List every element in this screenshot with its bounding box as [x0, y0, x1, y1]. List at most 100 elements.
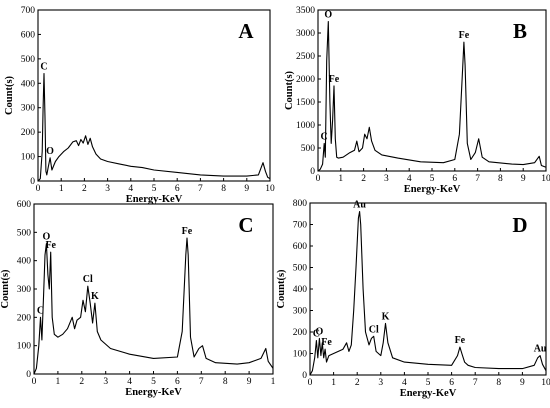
y-tick-label: 0 — [30, 177, 35, 187]
x-tick-label: 10 — [541, 378, 550, 388]
y-tick-label: 500 — [17, 228, 32, 238]
peak-label: Fe — [182, 226, 193, 237]
x-tick-label: 1 — [338, 174, 343, 184]
spectrum-line — [37, 72, 271, 182]
x-tick-label: 1 — [331, 378, 336, 388]
x-tick-label: 6 — [175, 184, 180, 194]
x-tick-label: 7 — [199, 377, 204, 387]
peak-label: O — [46, 146, 54, 157]
y-tick-label: 300 — [17, 285, 32, 295]
x-tick-label: 9 — [247, 377, 252, 387]
x-tick-label: 4 — [127, 377, 132, 387]
x-tick-label: 6 — [449, 378, 454, 388]
panel-letter: C — [238, 213, 253, 237]
y-tick-label: 300 — [21, 104, 36, 114]
y-tick-label: 300 — [293, 307, 308, 317]
x-tick-label: 5 — [430, 174, 435, 184]
peak-label: C — [321, 131, 328, 142]
x-tick-label: 2 — [355, 378, 360, 388]
x-tick-label: 10 — [541, 174, 550, 184]
x-tick-label: 0 — [316, 174, 321, 184]
y-tick-label: 400 — [293, 285, 308, 295]
panel-letter: D — [512, 213, 527, 237]
peak-label: Fe — [329, 74, 340, 85]
x-tick-label: 6 — [175, 377, 180, 387]
x-tick-label: 1 — [59, 184, 64, 194]
x-tick-label: 0 — [308, 378, 313, 388]
peak-label: C — [40, 62, 47, 73]
x-tick-label: 4 — [128, 184, 133, 194]
y-tick-label: 200 — [293, 328, 308, 338]
x-tick-label: 8 — [223, 377, 228, 387]
y-tick-label: 600 — [293, 242, 308, 252]
y-tick-label: 3500 — [296, 6, 315, 16]
peak-label: Fe — [321, 337, 332, 348]
peak-label: C — [313, 329, 320, 340]
y-tick-label: 700 — [293, 221, 308, 231]
x-axis-label: Energy-KeV — [126, 194, 183, 205]
x-tick-label: 10 — [265, 184, 275, 194]
x-tick-label: 3 — [378, 378, 383, 388]
y-tick-label: 500 — [293, 264, 308, 274]
peak-label: Au — [534, 344, 547, 355]
spectrum-line — [33, 237, 274, 375]
x-tick-label: 9 — [244, 184, 249, 194]
plot-frame — [33, 203, 274, 375]
panel-a: 0 1 2 3 4 5 6 7 8 9 100100200300400500600700Energy… — [4, 6, 275, 205]
x-tick-label: 3 — [105, 184, 110, 194]
y-tick-label: 0 — [26, 370, 31, 380]
x-tick-label: 5 — [152, 184, 157, 194]
plot-frame — [309, 202, 547, 376]
x-tick-label: 5 — [426, 378, 431, 388]
y-tick-label: 500 — [21, 55, 36, 65]
spectrum-line — [317, 20, 547, 172]
y-tick-label: 3000 — [296, 29, 315, 39]
x-tick-label: 4 — [407, 174, 412, 184]
spectrum-line — [309, 211, 547, 376]
y-tick-label: 100 — [21, 153, 36, 163]
peak-label: C — [37, 305, 44, 316]
x-tick-label: 2 — [82, 184, 87, 194]
x-tick-label: 7 — [475, 174, 480, 184]
x-tick-label: 4 — [402, 378, 407, 388]
peak-label: O — [324, 10, 332, 21]
panel-c: 0 1 2 3 4 5 6 7 8 9 10100200300400500600Energy-KeV… — [0, 200, 276, 398]
x-tick-label: 3 — [384, 174, 389, 184]
x-tick-label: 7 — [198, 184, 203, 194]
y-tick-label: 200 — [21, 128, 36, 138]
y-tick-label: 400 — [21, 79, 36, 89]
x-tick-label: 8 — [221, 184, 226, 194]
y-tick-label: 700 — [21, 6, 36, 16]
y-tick-label: 400 — [17, 257, 32, 267]
x-axis-label: Energy-KeV — [404, 184, 461, 195]
peak-label: O — [316, 326, 324, 337]
x-tick-label: 3 — [103, 377, 108, 387]
y-tick-label: 2000 — [296, 75, 315, 85]
panel-letter: A — [238, 19, 254, 43]
peak-label: Fe — [459, 30, 470, 41]
peak-label: Cl — [83, 274, 93, 285]
y-axis-label: Count(s) — [0, 269, 11, 309]
x-axis-label: Energy-KeV — [125, 387, 182, 398]
peak-label: K — [382, 311, 390, 322]
y-tick-label: 200 — [17, 313, 32, 323]
y-tick-label: 800 — [293, 199, 308, 209]
y-tick-label: 600 — [21, 30, 36, 40]
panel-letter: B — [513, 19, 527, 43]
x-tick-label: 8 — [498, 174, 503, 184]
plot-frame — [37, 9, 271, 182]
x-tick-label: 7 — [473, 378, 478, 388]
y-tick-label: 500 — [301, 144, 316, 154]
x-tick-label: 1 — [56, 377, 61, 387]
x-tick-label: 8 — [496, 378, 501, 388]
y-axis-label: Count(s) — [276, 269, 287, 309]
y-tick-label: 1500 — [296, 98, 315, 108]
x-tick-label: 5 — [151, 377, 156, 387]
y-tick-label: 0 — [302, 371, 307, 381]
panel-b: 0 1 2 3 4 5 6 7 8 9 10 0 500 1000 1500 2000 2500 3000 3500… — [284, 6, 550, 195]
plot-frame — [317, 9, 547, 172]
peak-label: Cl — [369, 324, 379, 335]
y-tick-label: 100 — [293, 350, 308, 360]
x-tick-label: 9 — [520, 378, 525, 388]
